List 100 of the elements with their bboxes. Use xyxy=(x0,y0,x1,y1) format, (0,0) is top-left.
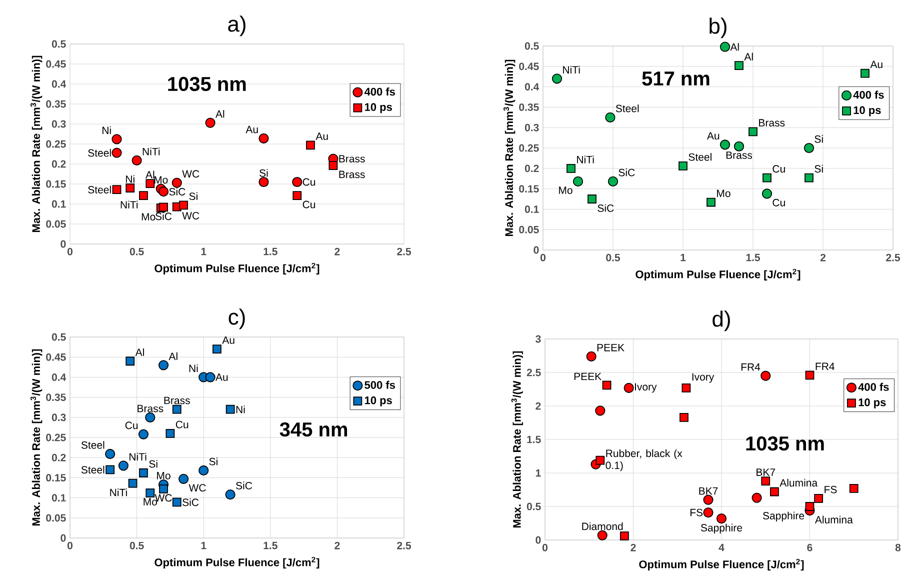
point xyxy=(716,514,727,524)
chart-title: d) xyxy=(712,310,730,332)
annotation: NiTi xyxy=(142,148,160,156)
y-tick-label: 0.3 xyxy=(524,124,539,132)
annotation: SiC xyxy=(598,204,614,212)
annotation: Cu xyxy=(772,198,785,206)
x-axis-title: Optimum Pulse Fluence [J/cm$^{2}$] xyxy=(636,268,800,280)
y-tick-label: 0.1 xyxy=(524,205,539,213)
y-tick-label: 2.5 xyxy=(526,368,541,376)
point xyxy=(159,484,168,494)
annotation: Al xyxy=(730,43,739,51)
annotation: NiTi xyxy=(577,156,594,164)
annotation: WC xyxy=(182,170,200,178)
y-tick-label: 0.5 xyxy=(52,40,66,48)
point xyxy=(205,372,216,382)
point xyxy=(805,370,814,380)
chart-title: c) xyxy=(228,308,245,330)
x-tick-label: 2.5 xyxy=(886,254,900,262)
annotation: Ivory xyxy=(692,373,714,383)
annotation: Al xyxy=(135,348,144,356)
point xyxy=(586,351,596,362)
point xyxy=(158,360,169,370)
y-tick-label: 0.3 xyxy=(52,120,66,128)
point xyxy=(762,188,772,199)
point xyxy=(112,185,122,194)
y-tick-label: 0.5 xyxy=(526,502,541,510)
y-tick-label: 0.5 xyxy=(524,42,539,50)
annotation: Al xyxy=(215,110,224,118)
annotation: Steel xyxy=(81,441,104,449)
y-tick-label: 0.05 xyxy=(46,220,66,228)
point xyxy=(762,173,772,182)
point xyxy=(680,412,688,422)
point xyxy=(146,179,155,188)
annotation: Al xyxy=(168,352,178,360)
x-tick-label: 1.5 xyxy=(264,248,278,256)
point xyxy=(752,492,762,503)
annotation: 1035 nm xyxy=(168,76,246,92)
annotation: Au xyxy=(222,336,234,344)
annotation: Au xyxy=(316,132,328,140)
y-tick-label: 0 xyxy=(60,240,66,248)
x-tick-label: 2.5 xyxy=(397,248,411,256)
annotation: Ivory xyxy=(635,383,657,393)
chart-title: b) xyxy=(710,18,726,38)
point xyxy=(624,382,634,393)
point xyxy=(761,476,770,486)
annotation: SiC xyxy=(169,188,186,196)
point xyxy=(226,404,235,414)
point xyxy=(734,61,744,70)
annotation: Cu xyxy=(302,200,316,208)
point xyxy=(588,194,596,204)
point xyxy=(166,429,175,438)
annotation: PEEK xyxy=(597,344,624,352)
point xyxy=(179,200,188,210)
point xyxy=(734,141,744,152)
point xyxy=(860,68,870,78)
annotation: BK7 xyxy=(699,487,718,495)
y-tick-label: 3 xyxy=(536,335,541,343)
point xyxy=(608,176,618,187)
x-tick-label: 2.5 xyxy=(397,542,411,550)
point xyxy=(596,456,605,465)
annotation: Brass xyxy=(164,396,190,404)
y-tick-label: 0.4 xyxy=(524,83,540,91)
point xyxy=(306,140,315,150)
annotation: WC xyxy=(154,494,172,502)
point xyxy=(748,127,758,136)
annotation: Sapphire xyxy=(700,524,742,534)
annotation: Cu xyxy=(125,422,138,430)
point xyxy=(258,133,269,144)
x-tick-label: 0.5 xyxy=(130,542,144,550)
annotation: Au xyxy=(706,132,720,140)
legend-label: 10 ps xyxy=(854,106,881,116)
annotation: Alumina xyxy=(814,516,853,524)
annotation: Alumina xyxy=(780,478,818,487)
point xyxy=(118,460,128,471)
y-tick-label: 0.25 xyxy=(46,434,66,442)
legend-label: 400 fs xyxy=(853,90,884,99)
point xyxy=(105,448,116,460)
annotation: SiC xyxy=(156,212,172,220)
annotation: PEEK xyxy=(574,372,602,380)
annotation: FS xyxy=(824,486,837,494)
y-tick-label: 0.45 xyxy=(46,60,66,68)
point xyxy=(212,344,222,354)
x-axis-title: Optimum Pulse Fluence [J/cm$^{2}$] xyxy=(154,556,320,568)
y-tick-label: 0.45 xyxy=(519,62,539,70)
point xyxy=(566,164,576,173)
x-tick-label: 8 xyxy=(895,544,901,552)
annotation: Al xyxy=(146,170,154,178)
point xyxy=(328,161,338,170)
annotation: Brass xyxy=(759,119,785,126)
y-tick-label: 0.25 xyxy=(46,140,66,148)
point xyxy=(172,178,182,188)
annotation: Mo xyxy=(157,472,170,480)
point xyxy=(146,488,155,498)
annotation: Brass xyxy=(138,404,164,412)
annotation: Si xyxy=(814,135,823,143)
annotation: Au xyxy=(870,60,882,68)
chart-title: a) xyxy=(228,16,246,36)
point xyxy=(112,134,122,144)
x-tick-label: 6 xyxy=(807,544,812,552)
point xyxy=(703,494,714,505)
